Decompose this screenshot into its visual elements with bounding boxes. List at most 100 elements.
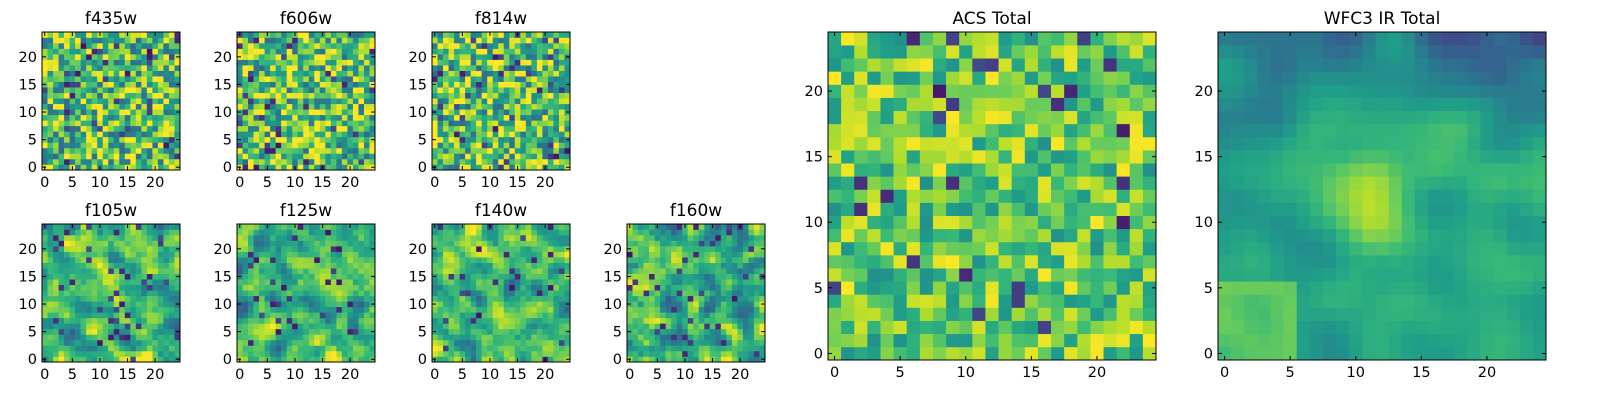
heatmap-cell <box>75 98 81 105</box>
heatmap-cell <box>308 257 315 263</box>
heatmap-cell <box>113 147 120 154</box>
heatmap-cell <box>432 229 438 236</box>
heatmap-cell <box>643 273 650 280</box>
heatmap-cell <box>86 312 92 319</box>
heatmap-cell <box>275 224 282 230</box>
heatmap-cell <box>53 295 59 302</box>
heatmap-cell <box>168 350 175 357</box>
heatmap-cell <box>264 76 271 82</box>
heatmap-cell <box>1090 202 1104 216</box>
heatmap-cell <box>671 257 677 263</box>
heatmap-cell <box>253 125 260 132</box>
heatmap-cell <box>498 164 505 171</box>
heatmap-cell <box>330 142 337 149</box>
heatmap-cell <box>742 339 749 346</box>
heatmap-cell <box>58 268 65 274</box>
heatmap-cell <box>742 224 749 230</box>
heatmap-cell <box>91 312 98 319</box>
heatmap-cell <box>97 114 104 121</box>
heatmap-cell <box>627 257 633 263</box>
heatmap-cell <box>325 257 332 263</box>
heatmap-cell <box>693 224 700 230</box>
heatmap-cell <box>1077 255 1091 269</box>
heatmap-cell <box>86 109 92 116</box>
heatmap-cell <box>492 246 499 252</box>
heatmap-cell <box>536 109 543 116</box>
heatmap-cell <box>281 334 287 341</box>
heatmap-cell <box>828 163 842 177</box>
heatmap-cell <box>80 65 87 71</box>
heatmap-cell <box>163 268 170 274</box>
heatmap-cell <box>959 320 973 335</box>
heatmap-cell <box>676 334 683 341</box>
heatmap-cell <box>286 164 293 171</box>
heatmap-cell <box>286 158 293 165</box>
heatmap-cell <box>157 76 164 82</box>
heatmap-cell <box>1142 163 1157 177</box>
heatmap-cell <box>319 59 326 66</box>
heatmap-cell <box>253 235 260 241</box>
heatmap-cell <box>465 224 471 230</box>
heatmap-cell <box>119 48 126 55</box>
heatmap-cell <box>91 246 98 252</box>
heatmap-cell <box>242 32 249 38</box>
heatmap-cell <box>69 48 76 55</box>
heatmap-cell <box>330 114 337 121</box>
heatmap-cell <box>259 262 265 269</box>
heatmap-cell <box>660 273 666 280</box>
heatmap-cell <box>352 103 359 110</box>
heatmap-cell <box>53 54 59 60</box>
heatmap-cell <box>347 147 354 154</box>
heatmap-cell <box>459 229 466 236</box>
heatmap-cell <box>91 147 98 154</box>
heatmap-cell <box>1024 215 1039 230</box>
heatmap-cell <box>325 131 332 138</box>
heatmap-cell <box>64 235 70 241</box>
heatmap-cell <box>141 142 148 149</box>
heatmap-cell <box>281 43 287 49</box>
heatmap-cell <box>363 59 370 66</box>
heatmap-cell <box>481 125 488 132</box>
heatmap-cell <box>682 328 689 335</box>
heatmap-cell <box>319 240 326 247</box>
heatmap-cell <box>465 268 471 274</box>
heatmap-cell <box>498 301 505 308</box>
heatmap-cell <box>303 120 310 127</box>
heatmap-cell <box>553 32 560 38</box>
heatmap-cell <box>660 334 666 341</box>
heatmap-cell <box>531 125 538 132</box>
heatmap-cell <box>352 147 359 154</box>
heatmap-cell <box>487 334 494 341</box>
heatmap-cell <box>514 103 521 110</box>
heatmap-cell <box>531 37 538 44</box>
heatmap-cell <box>627 229 633 236</box>
heatmap-cell <box>275 37 282 44</box>
heatmap-cell <box>130 345 137 352</box>
heatmap-cell <box>558 317 565 324</box>
heatmap-cell <box>242 334 249 341</box>
heatmap-cell <box>665 328 672 335</box>
heatmap-cell <box>297 345 304 352</box>
heatmap-cell <box>168 328 175 335</box>
heatmap-cell <box>654 301 661 308</box>
heatmap-cell <box>308 235 315 241</box>
heatmap-cell <box>531 323 538 330</box>
heatmap-cell <box>465 345 471 352</box>
heatmap-cell <box>627 317 633 324</box>
heatmap-cell <box>97 37 104 44</box>
heatmap-cell <box>906 281 921 295</box>
heatmap-cell <box>141 257 148 263</box>
heatmap-cell <box>64 284 70 291</box>
heatmap-cell <box>476 295 482 302</box>
heatmap-cell <box>53 273 59 280</box>
heatmap-cell <box>759 317 766 324</box>
x-tick-label: 10 <box>91 367 109 383</box>
heatmap-cell <box>80 312 87 319</box>
heatmap-cell <box>459 65 466 71</box>
heatmap-cell <box>102 164 109 171</box>
heatmap-cell <box>564 251 571 258</box>
heatmap-cell <box>1077 294 1091 308</box>
heatmap-cell <box>985 163 999 177</box>
heatmap-cell <box>448 334 455 341</box>
